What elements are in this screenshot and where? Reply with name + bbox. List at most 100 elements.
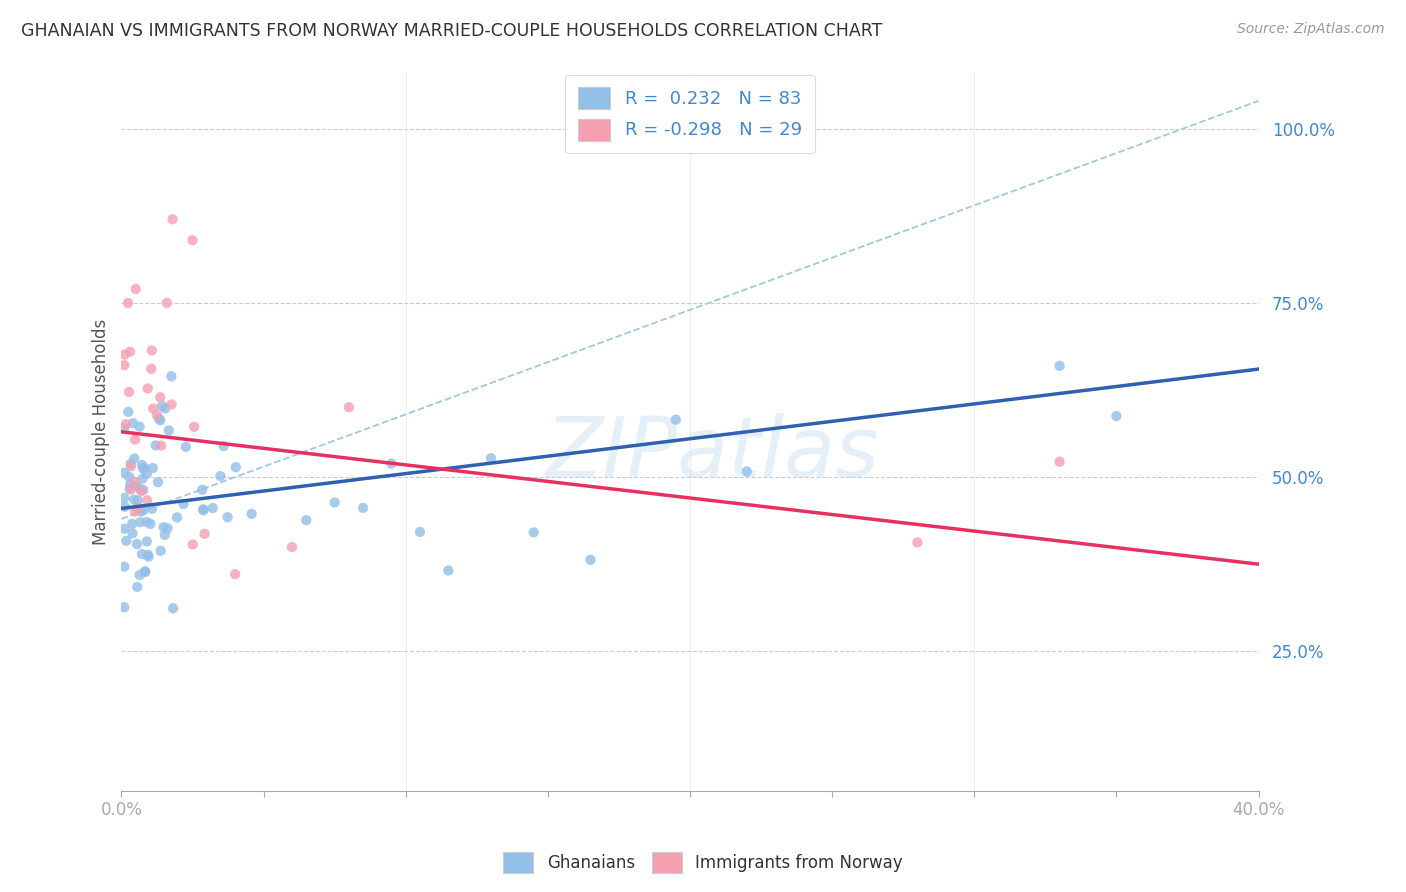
- Point: [157, 423, 180, 437]
- Point: [121, 516, 143, 531]
- Point: [134, 564, 156, 578]
- Point: [145, 438, 167, 452]
- Point: [122, 492, 145, 507]
- Point: [191, 483, 214, 497]
- Point: [138, 549, 160, 564]
- Point: [155, 401, 177, 416]
- Point: [409, 524, 432, 539]
- Point: [131, 547, 153, 561]
- Point: [118, 470, 141, 484]
- Point: [120, 483, 142, 497]
- Point: [128, 501, 150, 516]
- Point: [1049, 359, 1071, 373]
- Point: [479, 451, 502, 466]
- Point: [579, 553, 602, 567]
- Point: [112, 466, 135, 480]
- Point: [156, 521, 179, 535]
- Point: [281, 540, 304, 554]
- Point: [181, 233, 204, 247]
- Point: [124, 504, 146, 518]
- Point: [156, 296, 179, 310]
- Point: [201, 500, 224, 515]
- Text: GHANAIAN VS IMMIGRANTS FROM NORWAY MARRIED-COUPLE HOUSEHOLDS CORRELATION CHART: GHANAIAN VS IMMIGRANTS FROM NORWAY MARRI…: [21, 22, 883, 40]
- Point: [135, 515, 157, 529]
- Point: [132, 483, 155, 497]
- Point: [112, 600, 135, 615]
- Point: [174, 440, 197, 454]
- Point: [212, 439, 235, 453]
- Point: [193, 526, 215, 541]
- Point: [125, 537, 148, 551]
- Point: [124, 433, 146, 447]
- Point: [112, 522, 135, 536]
- Point: [149, 390, 172, 404]
- Point: [142, 461, 165, 475]
- Point: [1049, 455, 1071, 469]
- Point: [121, 526, 143, 541]
- Point: [129, 515, 152, 529]
- Point: [148, 411, 170, 425]
- Point: [127, 493, 149, 508]
- Point: [127, 500, 149, 515]
- Point: [120, 477, 142, 491]
- Point: [209, 469, 232, 483]
- Point: [240, 507, 263, 521]
- Point: [183, 420, 205, 434]
- Point: [224, 567, 246, 582]
- Point: [141, 343, 163, 358]
- Legend: R =  0.232   N = 83, R = -0.298   N = 29: R = 0.232 N = 83, R = -0.298 N = 29: [565, 75, 814, 153]
- Point: [128, 568, 150, 582]
- Point: [117, 296, 139, 310]
- Point: [135, 467, 157, 481]
- Point: [115, 417, 138, 432]
- Point: [323, 495, 346, 509]
- Point: [352, 500, 374, 515]
- Point: [124, 475, 146, 489]
- Point: [665, 413, 688, 427]
- Point: [131, 458, 153, 472]
- Point: [735, 465, 758, 479]
- Point: [139, 516, 162, 531]
- Point: [112, 358, 135, 372]
- Point: [523, 525, 546, 540]
- Point: [173, 497, 195, 511]
- Point: [115, 533, 138, 548]
- Point: [150, 438, 173, 452]
- Point: [162, 601, 184, 615]
- Point: [225, 460, 247, 475]
- Point: [141, 361, 163, 376]
- Point: [160, 369, 183, 384]
- Point: [380, 457, 402, 471]
- Point: [114, 348, 136, 362]
- Point: [134, 565, 156, 579]
- Point: [146, 408, 169, 422]
- Point: [160, 397, 183, 411]
- Point: [131, 472, 153, 486]
- Point: [142, 401, 165, 416]
- Point: [162, 212, 184, 227]
- Point: [149, 413, 172, 427]
- Legend: Ghanaians, Immigrants from Norway: Ghanaians, Immigrants from Norway: [496, 846, 910, 880]
- Text: ZIPatlas: ZIPatlas: [546, 413, 880, 494]
- Point: [217, 510, 239, 524]
- Point: [124, 282, 146, 296]
- Point: [136, 548, 159, 562]
- Point: [132, 503, 155, 517]
- Point: [337, 401, 360, 415]
- Point: [118, 344, 141, 359]
- Point: [1105, 409, 1128, 423]
- Point: [134, 461, 156, 475]
- Point: [193, 503, 215, 517]
- Point: [114, 500, 136, 514]
- Point: [166, 510, 188, 524]
- Point: [150, 399, 173, 413]
- Point: [136, 382, 159, 396]
- Point: [129, 505, 152, 519]
- Point: [112, 559, 135, 574]
- Point: [118, 482, 141, 496]
- Point: [907, 535, 929, 549]
- Point: [141, 502, 163, 516]
- Point: [152, 520, 174, 534]
- Point: [128, 419, 150, 434]
- Point: [129, 483, 152, 498]
